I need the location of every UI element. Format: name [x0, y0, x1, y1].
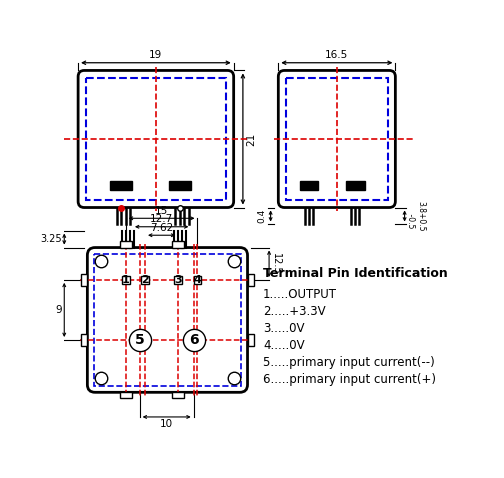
Bar [110, 181, 132, 190]
Bar [172, 392, 184, 399]
Bar [94, 254, 241, 386]
Text: Terminal Pin Identification: Terminal Pin Identification [263, 267, 448, 280]
FancyBboxPatch shape [87, 248, 247, 392]
Text: 3: 3 [174, 275, 182, 285]
Text: 12.7: 12.7 [150, 215, 173, 225]
Text: 6: 6 [189, 333, 199, 347]
Bar [119, 392, 132, 399]
Text: 4: 4 [194, 275, 202, 285]
Text: 15: 15 [155, 206, 168, 216]
Bar [122, 276, 130, 284]
FancyBboxPatch shape [78, 70, 234, 207]
Bar [247, 334, 254, 346]
Text: 6.....primary input current(+): 6.....primary input current(+) [263, 373, 436, 386]
Text: 9: 9 [55, 305, 62, 315]
Bar [247, 274, 254, 286]
Text: 12.5: 12.5 [271, 253, 281, 274]
Text: 5.....primary input current(--): 5.....primary input current(--) [263, 356, 434, 369]
Bar [141, 276, 149, 284]
Bar [300, 181, 319, 190]
Text: 10: 10 [160, 419, 173, 429]
Bar [86, 78, 226, 200]
Text: 3.8+0.5
    -0.5: 3.8+0.5 -0.5 [406, 201, 425, 231]
Text: 7.62: 7.62 [150, 223, 173, 233]
Bar [346, 181, 364, 190]
Bar [194, 276, 201, 284]
Text: 2.....+3.3V: 2.....+3.3V [263, 305, 326, 318]
Text: 5: 5 [135, 333, 145, 347]
Text: 1: 1 [122, 275, 130, 285]
Bar [169, 181, 191, 190]
Bar [286, 78, 388, 200]
Text: 21: 21 [246, 132, 256, 146]
Text: 3.25: 3.25 [40, 234, 62, 244]
Text: 0.4: 0.4 [257, 209, 266, 223]
Text: 16.5: 16.5 [325, 51, 348, 60]
Text: 3.....0V: 3.....0V [263, 322, 304, 335]
FancyBboxPatch shape [278, 70, 395, 207]
Bar [119, 241, 132, 248]
Bar [172, 241, 184, 248]
Text: 19: 19 [149, 51, 162, 60]
Bar [174, 276, 182, 284]
Text: 4.....0V: 4.....0V [263, 339, 304, 352]
Text: 1.....OUTPUT: 1.....OUTPUT [263, 288, 337, 301]
Text: 2: 2 [141, 275, 149, 285]
Bar [81, 334, 87, 346]
Bar [81, 274, 87, 286]
